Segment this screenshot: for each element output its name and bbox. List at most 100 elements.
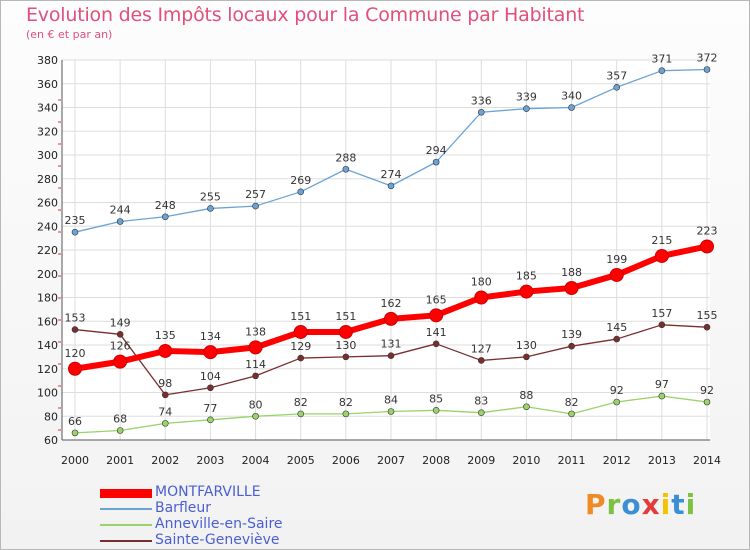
x-tick-label: 2006 <box>332 454 360 467</box>
data-point <box>68 361 82 376</box>
data-point <box>523 353 530 361</box>
data-label: 223 <box>697 224 718 237</box>
data-point <box>387 352 395 359</box>
x-tick-label: 2000 <box>61 454 89 467</box>
data-label: 185 <box>516 270 537 283</box>
legend-label: Barfleur <box>155 500 211 516</box>
data-label: 104 <box>200 370 221 383</box>
data-point <box>474 290 489 305</box>
y-tick-label: 160 <box>37 315 58 328</box>
x-tick-label: 2013 <box>648 454 676 467</box>
data-label: 336 <box>471 94 492 107</box>
data-label: 149 <box>110 316 131 329</box>
data-point <box>609 267 624 282</box>
data-label: 188 <box>561 266 582 279</box>
data-label: 129 <box>290 340 311 353</box>
data-label: 248 <box>155 199 176 212</box>
data-point <box>297 354 305 362</box>
data-point <box>342 353 350 361</box>
data-point <box>161 391 169 399</box>
data-point <box>297 410 305 418</box>
y-tick-label: 360 <box>37 78 58 91</box>
x-tick-label: 2008 <box>422 454 450 467</box>
x-tick-label: 2007 <box>377 454 405 467</box>
data-label: 134 <box>200 330 221 343</box>
data-label: 199 <box>606 253 627 266</box>
data-point <box>703 323 711 331</box>
x-tick-label: 2005 <box>287 454 315 467</box>
data-point <box>432 407 440 414</box>
data-point <box>207 416 214 424</box>
data-label: 162 <box>381 297 402 310</box>
data-point <box>568 104 575 111</box>
data-point <box>658 392 666 400</box>
data-label: 372 <box>697 52 718 65</box>
data-label: 165 <box>426 293 447 306</box>
data-point <box>429 308 444 323</box>
y-tick-label: 80 <box>44 410 58 423</box>
data-point <box>116 218 124 225</box>
data-point <box>71 326 79 333</box>
data-label: 180 <box>471 276 492 289</box>
data-label: 88 <box>519 389 533 402</box>
data-label: 255 <box>200 190 221 203</box>
data-label: 68 <box>113 413 127 426</box>
data-point <box>523 105 530 112</box>
data-point <box>613 84 621 91</box>
legend-swatch <box>100 489 152 498</box>
data-label: 83 <box>474 395 488 408</box>
data-label: 114 <box>245 358 266 371</box>
logo-letter: i <box>685 488 697 521</box>
y-tick-label: 240 <box>37 220 58 233</box>
data-label: 257 <box>245 188 266 201</box>
data-label: 85 <box>429 392 443 405</box>
data-point <box>207 384 214 392</box>
data-point <box>342 165 350 173</box>
logo-letter: o <box>621 488 642 521</box>
data-label: 138 <box>245 325 266 338</box>
y-tick-label: 300 <box>37 149 58 162</box>
y-tick-label: 380 <box>37 54 58 67</box>
data-point <box>116 427 124 434</box>
x-tick-label: 2012 <box>603 454 631 467</box>
x-tick-label: 2014 <box>693 454 721 467</box>
data-label: 82 <box>294 396 308 409</box>
data-point <box>342 410 350 418</box>
data-point <box>252 372 259 380</box>
data-point <box>158 343 173 358</box>
x-tick-label: 2011 <box>558 454 586 467</box>
y-tick-label: 260 <box>37 197 58 210</box>
data-label: 141 <box>426 326 447 339</box>
data-label: 371 <box>651 53 672 66</box>
data-label: 120 <box>65 347 86 360</box>
y-tick-label: 140 <box>37 339 58 352</box>
x-tick-label: 2004 <box>242 454 270 467</box>
y-tick-label: 320 <box>37 125 58 138</box>
data-point <box>703 66 711 73</box>
data-label: 151 <box>290 310 311 323</box>
data-label: 269 <box>290 174 311 187</box>
logo-letter: i <box>660 488 672 521</box>
data-point <box>113 354 128 369</box>
data-point <box>338 324 353 339</box>
data-label: 145 <box>606 321 627 334</box>
data-point <box>387 182 395 190</box>
logo-letter: x <box>641 488 661 521</box>
data-label: 339 <box>516 91 537 104</box>
data-label: 66 <box>68 415 82 428</box>
data-point <box>564 281 579 295</box>
legend-label: Anneville-en-Saire <box>155 516 283 532</box>
data-label: 288 <box>335 151 356 164</box>
logo-letter: r <box>606 488 622 521</box>
y-tick-label: 100 <box>37 387 58 400</box>
data-point <box>432 158 440 166</box>
data-label: 130 <box>335 339 356 352</box>
data-label: 139 <box>561 328 582 341</box>
x-tick-label: 2003 <box>196 454 224 467</box>
data-label: 235 <box>65 214 86 227</box>
x-tick-label: 2009 <box>467 454 495 467</box>
data-point <box>703 398 711 406</box>
data-label: 80 <box>249 398 263 411</box>
data-label: 92 <box>610 384 624 397</box>
